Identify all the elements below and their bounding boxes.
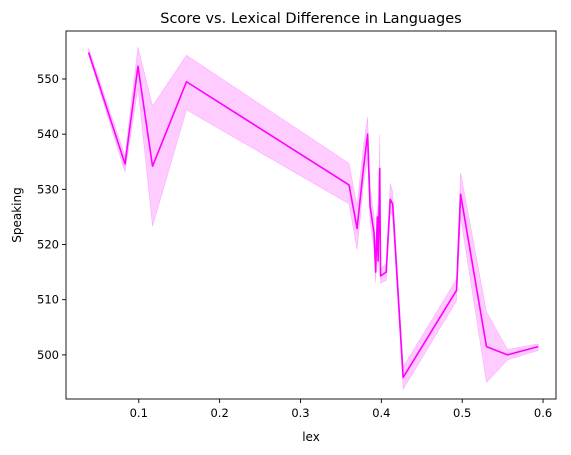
y-axis-label: Speaking: [10, 187, 24, 242]
y-tick-label: 500: [37, 348, 59, 362]
x-tick-label: 0.3: [291, 406, 309, 420]
y-tick-label: 550: [37, 72, 59, 86]
y-tick-label: 510: [37, 293, 59, 307]
y-axis: 500 510 520 530 540 550: [37, 72, 66, 362]
y-tick-label: 540: [37, 127, 59, 141]
x-tick-label: 0.6: [534, 406, 552, 420]
x-axis-label: lex: [302, 430, 320, 444]
x-tick-label: 0.2: [210, 406, 228, 420]
y-tick-label: 520: [37, 238, 59, 252]
x-tick-label: 0.4: [372, 406, 390, 420]
y-tick-label: 530: [37, 182, 59, 196]
confidence-band: [88, 46, 539, 391]
axes-frame: [65, 30, 557, 400]
x-axis: 0.1 0.2 0.3 0.4 0.5 0.6: [130, 399, 552, 420]
series-line: [87, 52, 539, 379]
x-tick-label: 0.5: [453, 406, 471, 420]
plot-area: [87, 46, 539, 391]
chart-title: Score vs. Lexical Difference in Language…: [160, 11, 461, 27]
x-tick-label: 0.1: [130, 406, 148, 420]
